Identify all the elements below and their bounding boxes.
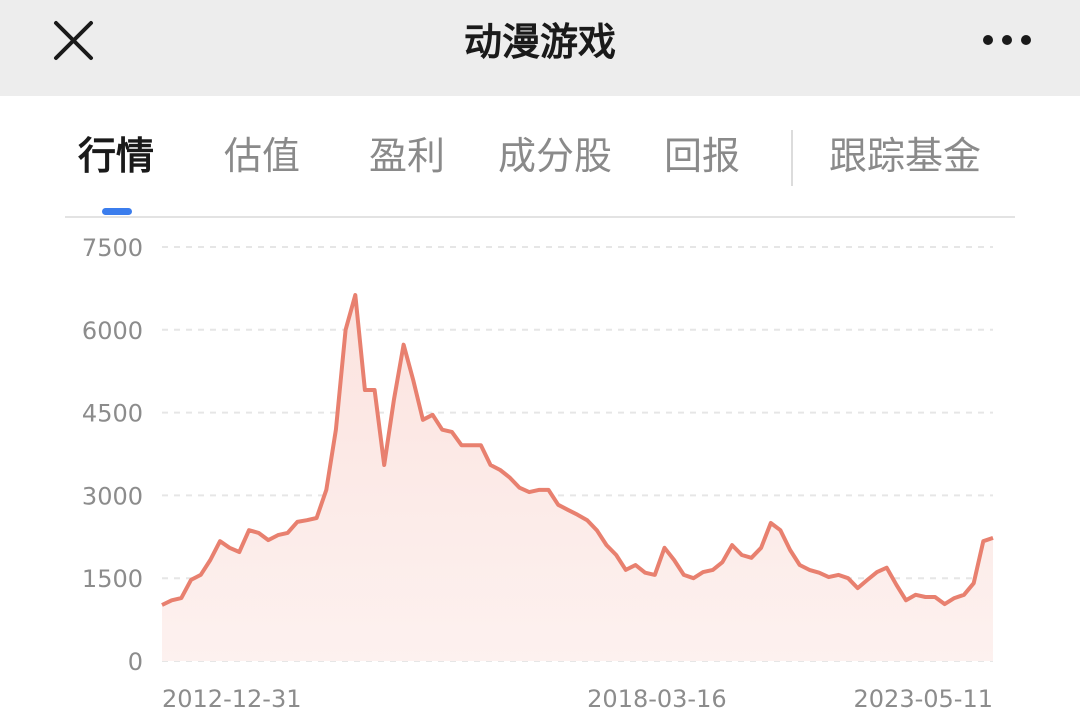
tab[interactable]: 跟踪基金 (828, 134, 982, 178)
y-tick-label: 4500 (82, 400, 143, 428)
tab[interactable]: 盈利 (368, 134, 446, 178)
page-title: 动漫游戏 (463, 20, 616, 64)
line (161, 293, 994, 607)
more-button[interactable] (983, 35, 1031, 45)
tab[interactable]: 成分股 (497, 134, 613, 178)
x-tick-label: 2018-03-16 (587, 685, 726, 713)
tab[interactable]: 行情 (77, 134, 155, 178)
y-tick-label: 7500 (82, 234, 143, 262)
area (162, 295, 993, 661)
active-tab-indicator (102, 208, 132, 215)
x-tick-label: 2012-12-31 (162, 685, 301, 713)
y-tick-label: 0 (128, 648, 143, 676)
y-tick-label: 3000 (82, 482, 143, 510)
x-tick-label: 2023-05-11 (854, 685, 993, 713)
top-bar-icons (54, 21, 1031, 60)
y-tick-label: 1500 (82, 565, 143, 593)
tab[interactable]: 回报 (663, 134, 741, 178)
y-tick-label: 6000 (82, 317, 143, 345)
close-button[interactable] (54, 21, 93, 60)
tab[interactable]: 估值 (223, 134, 301, 178)
top-bar: 动漫游戏 (0, 0, 1080, 96)
